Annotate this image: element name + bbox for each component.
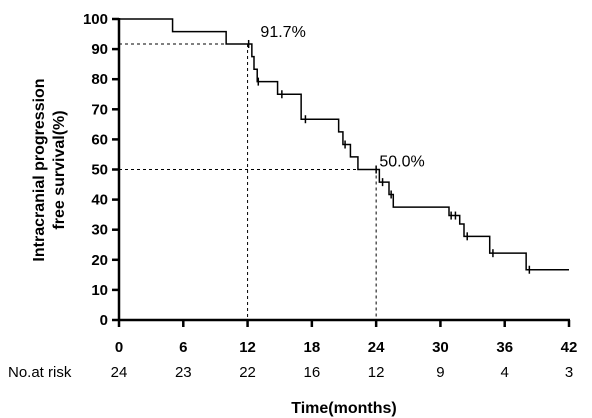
y-axis-title-line-1: Intracranial progression [31,78,48,261]
risk-value: 9 [436,364,444,381]
x-tick-label: 12 [239,339,256,356]
risk-value: 24 [111,364,128,381]
x-tick-label: 0 [115,339,123,356]
x-tick-label: 18 [304,339,321,356]
x-tick-label: 6 [179,339,187,356]
risk-value: 4 [501,364,509,381]
axes: 0 10 20 30 40 50 60 70 80 90 100 0 6 12 18 24 30 36 42 [83,11,577,356]
y-tick-label: 80 [91,71,108,88]
x-tick-label: 42 [561,339,578,356]
x-tick-label: 36 [496,339,513,356]
y-tick-label: 60 [91,131,108,148]
survival-step-line [119,18,569,271]
y-tick-label: 0 [100,312,108,329]
y-axis-title: Intracranial progression free survival(%… [31,78,68,261]
x-axis-title: Time(months) [291,400,396,417]
y-tick-label: 40 [91,192,108,209]
y-tick-label: 20 [91,252,108,269]
annotations: 91.7% 50.0% [260,24,424,170]
x-tick-label: 24 [368,339,385,356]
risk-value: 22 [239,364,256,381]
y-tick-label: 70 [91,101,108,118]
risk-value: 16 [304,364,321,381]
reference-lines [119,43,377,320]
y-tick-label: 30 [91,222,108,239]
risk-value: 23 [175,364,192,381]
risk-table-label: No.at risk [8,364,72,381]
risk-value: 3 [565,364,573,381]
y-axis-title-line-2: free survival(%) [51,110,68,229]
risk-value: 12 [368,364,385,381]
risk-table: No.at risk 24 23 22 16 12 9 4 3 [8,364,573,381]
survival-curve [119,18,569,274]
y-tick-label: 10 [91,282,108,299]
x-tick-label: 30 [432,339,449,356]
y-tick-label: 90 [91,41,108,58]
y-tick-label: 100 [83,11,108,28]
annotation-label: 50.0% [379,153,424,170]
annotation-label: 91.7% [260,24,305,41]
y-tick-label: 50 [91,162,108,179]
